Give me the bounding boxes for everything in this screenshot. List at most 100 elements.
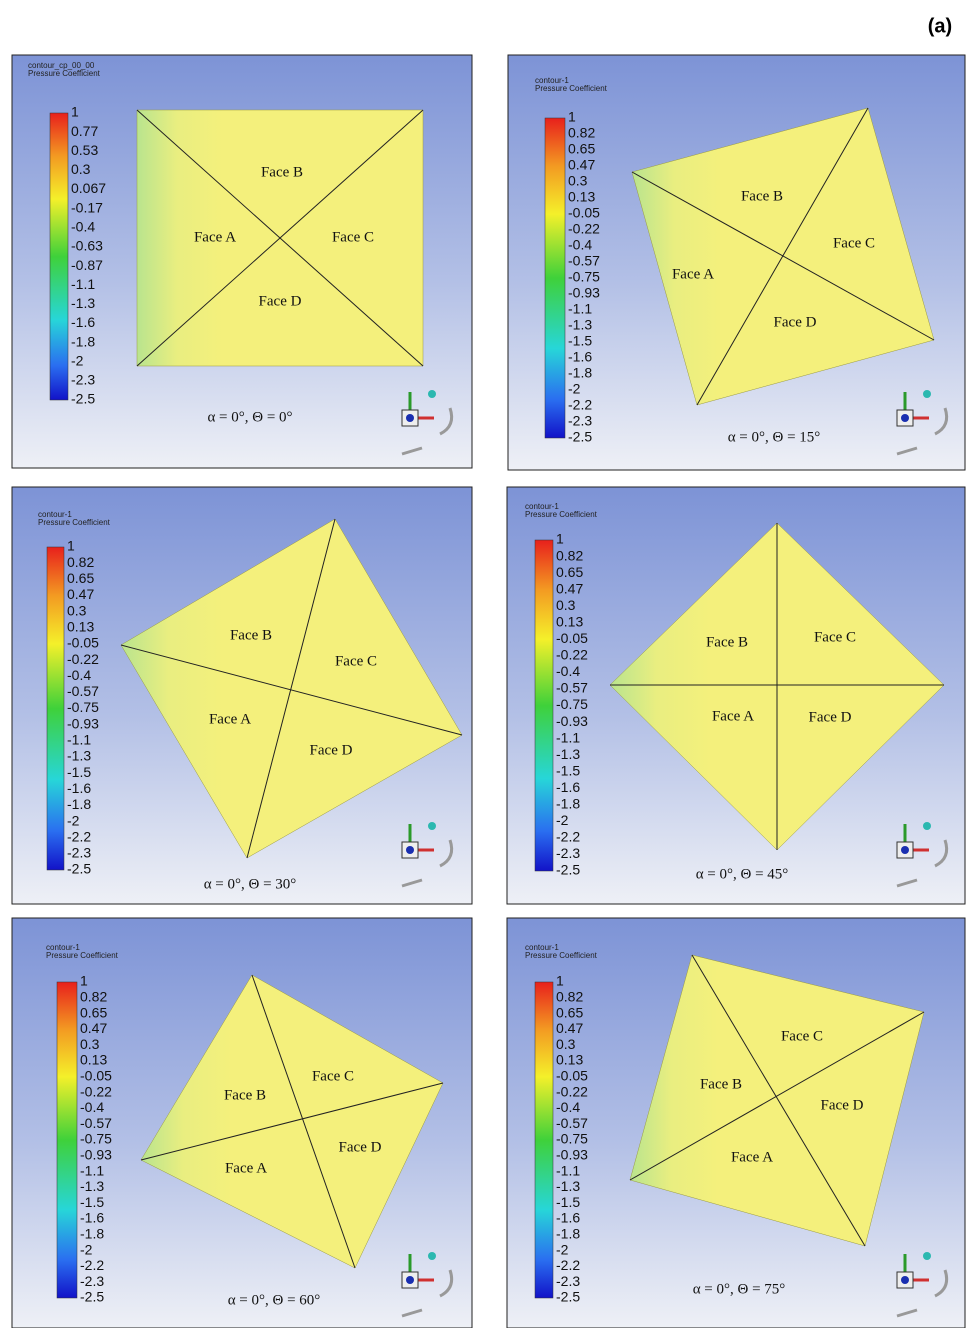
colorbar	[47, 547, 64, 870]
colorbar-label: -2	[80, 1241, 93, 1257]
colorbar-label: -0.57	[556, 1115, 588, 1131]
colorbar-label: -0.22	[556, 1083, 588, 1099]
colorbar-label: -2.5	[67, 861, 91, 877]
colorbar-label: -0.22	[67, 651, 99, 667]
colorbar-label: -2	[568, 381, 581, 397]
colorbar-label: 1	[67, 538, 75, 554]
colorbar-label: -1.1	[568, 301, 592, 317]
face-label: Face D	[339, 1139, 382, 1155]
axis-ball	[428, 390, 436, 398]
face-label: Face C	[332, 229, 374, 245]
colorbar-label: 0.47	[556, 580, 583, 596]
colorbar-label: -2.3	[568, 413, 592, 429]
panel: contour-1Pressure Coefficient10.820.650.…	[508, 55, 965, 470]
caption: α = 0°, Θ = 60°	[228, 1292, 321, 1308]
colorbar-label: -0.75	[67, 699, 99, 715]
face-label: Face A	[712, 708, 754, 724]
colorbar-label: -0.4	[556, 663, 580, 679]
axis-dot	[901, 1276, 909, 1284]
colorbar-label: 0.47	[80, 1020, 107, 1036]
caption: α = 0°, Θ = 30°	[204, 876, 297, 892]
panel: contour-1Pressure Coefficient10.820.650.…	[507, 487, 965, 904]
colorbar-label: -0.57	[556, 680, 588, 696]
colorbar-label: -0.22	[568, 221, 600, 237]
face-label: Face D	[809, 709, 852, 725]
colorbar-label: -1.1	[80, 1162, 104, 1178]
caption: α = 0°, Θ = 0°	[207, 409, 292, 425]
axis-dot	[901, 846, 909, 854]
colorbar-label: 0.65	[568, 141, 595, 157]
face-label: Face B	[700, 1076, 742, 1092]
colorbar-label: -0.75	[80, 1131, 112, 1147]
colorbar-label: -0.93	[556, 1147, 588, 1163]
colorbar-label: -1.3	[556, 746, 580, 762]
colorbar-label: 0.82	[67, 554, 94, 570]
axis-ball	[428, 1252, 436, 1260]
colorbar-label: -2.3	[67, 845, 91, 861]
colorbar-label: -2.5	[556, 862, 580, 878]
colorbar-label: -1.6	[568, 349, 592, 365]
colorbar-label: -2.5	[568, 429, 592, 445]
face-label: Face A	[225, 1160, 267, 1176]
colorbar-label: -1.1	[556, 729, 580, 745]
axis-dot	[406, 1276, 414, 1284]
colorbar-label: -0.63	[71, 238, 103, 254]
axis-ball	[923, 390, 931, 398]
colorbar-label: -0.57	[67, 683, 99, 699]
colorbar-label: -2.2	[67, 828, 91, 844]
colorbar-label: -1.3	[80, 1178, 104, 1194]
colorbar-label: -0.4	[71, 219, 95, 235]
face-label: Face B	[261, 164, 303, 180]
colorbar-label: -2	[71, 352, 84, 368]
panel: contour_cp_00_00Pressure Coefficient10.7…	[12, 55, 472, 468]
colorbar-label: -0.93	[568, 285, 600, 301]
colorbar-label: 1	[556, 973, 564, 989]
colorbar-label: 1	[556, 531, 564, 547]
colorbar-label: -2.3	[556, 1273, 580, 1289]
colorbar-label: -0.93	[556, 713, 588, 729]
colorbar-label: -1.5	[568, 333, 592, 349]
colorbar-label: 0.13	[67, 618, 94, 634]
caption: α = 0°, Θ = 75°	[693, 1281, 786, 1297]
colorbar-label: 0.65	[80, 1004, 107, 1020]
axis-ball	[923, 1252, 931, 1260]
colorbar-label: -0.75	[556, 1131, 588, 1147]
colorbar-label: -0.93	[67, 715, 99, 731]
colorbar-label: -2.5	[71, 391, 95, 407]
face-label: Face A	[731, 1149, 773, 1165]
colorbar-label: -1.6	[556, 1210, 580, 1226]
colorbar-label: 0.3	[71, 161, 91, 177]
colorbar-label: 0.3	[80, 1036, 100, 1052]
colorbar-label: -0.22	[80, 1083, 112, 1099]
caption: α = 0°, Θ = 45°	[696, 866, 789, 882]
colorbar-label: 0.13	[568, 189, 595, 205]
colorbar-label: -1.6	[556, 779, 580, 795]
colorbar-label: -0.4	[556, 1099, 580, 1115]
colorbar-label: 1	[71, 104, 79, 120]
face-label: Face A	[672, 266, 714, 282]
colorbar-label: 0.82	[556, 989, 583, 1005]
variable-name: Pressure Coefficient	[38, 518, 111, 527]
colorbar-label: -0.22	[556, 647, 588, 663]
figure: (a) contour_cp_00_00Pressure Coefficient…	[0, 0, 966, 1328]
panel: contour-1Pressure Coefficient10.820.650.…	[12, 487, 472, 904]
face-label: Face C	[335, 653, 377, 669]
colorbar-label: -2	[556, 812, 569, 828]
colorbar	[545, 118, 565, 438]
colorbar-label: -1.1	[67, 732, 91, 748]
face-label: Face D	[310, 742, 353, 758]
axis-ball	[428, 822, 436, 830]
face-label: Face C	[833, 235, 875, 251]
colorbar-label: -0.57	[568, 253, 600, 269]
colorbar-label: -2.5	[556, 1289, 580, 1305]
face-label: Face C	[814, 629, 856, 645]
colorbar-label: -1.5	[556, 1194, 580, 1210]
face-label: Face D	[821, 1097, 864, 1113]
face-label: Face B	[706, 634, 748, 650]
colorbar-label: 0.067	[71, 180, 106, 196]
colorbar-label: -2	[67, 812, 80, 828]
axis-ball	[923, 822, 931, 830]
face-label: Face D	[774, 314, 817, 330]
colorbar	[57, 982, 77, 1298]
colorbar-label: -2.3	[556, 845, 580, 861]
